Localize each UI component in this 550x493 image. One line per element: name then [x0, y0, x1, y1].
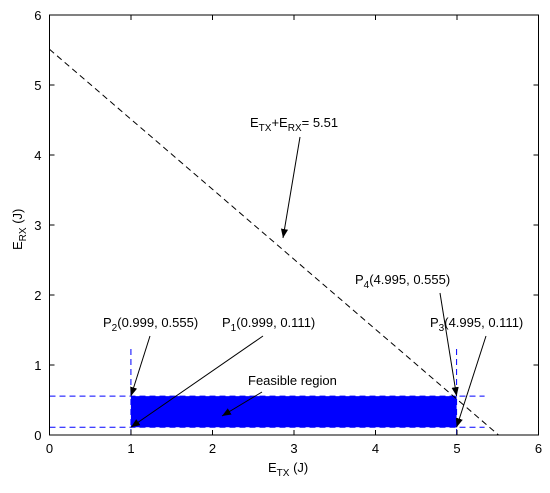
text-part: (J) — [289, 460, 308, 475]
text-part: P — [355, 272, 364, 287]
point-arrow — [130, 335, 264, 428]
feasible-region — [130, 396, 457, 428]
annotation-arrow — [280, 136, 301, 239]
x-tick-label: 1 — [127, 441, 134, 456]
x-tick-label: 6 — [535, 441, 542, 456]
y-tick-label: 6 — [34, 8, 41, 23]
point-label: P1(0.999, 0.111) — [222, 315, 315, 334]
x-tick-label: 2 — [209, 441, 216, 456]
subscript: RX — [18, 227, 29, 241]
text-part: (0.999, 0.111) — [236, 315, 315, 330]
point-arrow — [130, 335, 151, 397]
subscript: 3 — [439, 323, 445, 334]
point-label: P2(0.999, 0.555) — [103, 315, 198, 334]
subscript: 1 — [231, 323, 237, 334]
y-axis-label: ERX (J) — [10, 209, 29, 250]
text-part: E — [250, 115, 259, 130]
text-part: E — [10, 241, 25, 250]
x-tick-label: 5 — [453, 441, 460, 456]
text-part: +E — [271, 115, 288, 130]
point-label: P3(4.995, 0.111) — [430, 315, 523, 334]
subscript: RX — [288, 123, 302, 134]
y-tick-label: 3 — [34, 218, 41, 233]
sum-line — [49, 48, 499, 436]
annotation-arrow — [221, 391, 263, 417]
y-tick-label: 0 — [34, 428, 41, 443]
region-label: Feasible region — [248, 373, 337, 388]
x-tick-label: 3 — [290, 441, 297, 456]
y-tick-label: 2 — [34, 288, 41, 303]
x-tick-label: 0 — [46, 441, 53, 456]
point-arrow — [455, 335, 487, 428]
text-part: (4.995, 0.555) — [369, 272, 450, 287]
point-label: P4(4.995, 0.555) — [355, 272, 450, 291]
text-part: E — [268, 460, 277, 475]
x-tick-label: 4 — [372, 441, 379, 456]
text-part: P — [103, 315, 112, 330]
text-part: P — [430, 315, 439, 330]
subscript: TX — [259, 123, 272, 134]
y-tick-label: 4 — [34, 148, 41, 163]
y-tick-label: 1 — [34, 358, 41, 373]
text-part: (J) — [10, 209, 25, 228]
text-part: (4.995, 0.111) — [444, 315, 523, 330]
point-arrow — [439, 292, 459, 397]
text-part: = 5.51 — [302, 115, 339, 130]
text-part: P — [222, 315, 231, 330]
subscript: 2 — [112, 323, 118, 334]
line-label: ETX+ERX= 5.51 — [250, 115, 338, 134]
subscript: TX — [277, 468, 290, 479]
subscript: 4 — [364, 280, 370, 291]
x-axis-label: ETX (J) — [268, 460, 308, 479]
text-part: (0.999, 0.555) — [117, 315, 198, 330]
y-tick-label: 5 — [34, 78, 41, 93]
